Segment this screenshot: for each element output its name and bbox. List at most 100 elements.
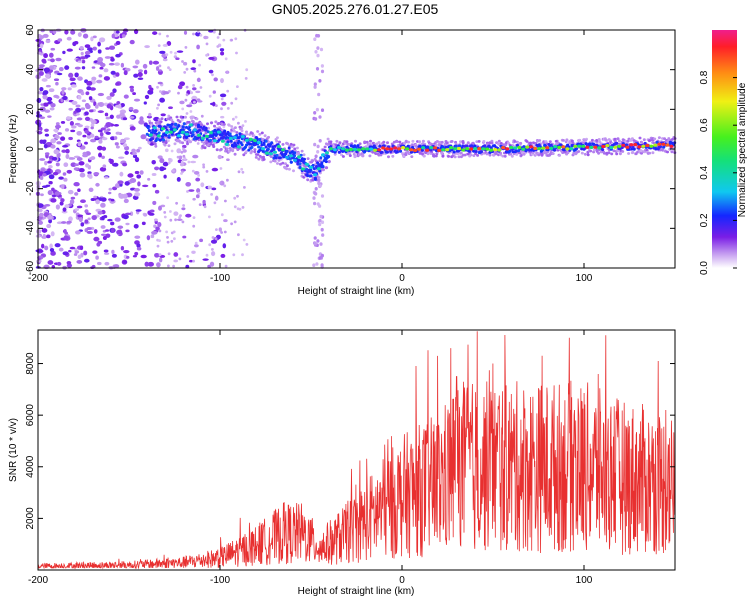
spectrogram-cell — [236, 194, 239, 198]
spectrogram-cell — [324, 160, 328, 164]
spectrogram-cell — [43, 67, 51, 73]
spectrogram-cell — [219, 48, 225, 52]
spectrogram-cell — [176, 134, 181, 138]
spectrogram-cell — [132, 254, 137, 258]
spectrogram-cell — [321, 153, 325, 157]
spectrogram-cell — [169, 210, 172, 213]
spectrogram-cell — [189, 140, 193, 144]
spectrogram-cell — [77, 254, 82, 260]
spectrogram-cell — [208, 56, 215, 60]
spectrogram-cell — [137, 146, 142, 150]
spectrogram-cell — [69, 246, 76, 250]
spectrogram-cell — [88, 96, 93, 101]
spectrogram-cell — [56, 261, 62, 266]
spectrogram-cell — [122, 143, 128, 147]
spectrogram-cell — [223, 184, 227, 188]
spectrogram-cell — [395, 150, 399, 154]
spectrogram-cell — [183, 138, 187, 142]
spectrogram-cell — [164, 126, 168, 130]
spectrogram-cell — [311, 163, 315, 167]
spectrogram-cell — [56, 141, 62, 145]
spectrogram-cell — [300, 149, 304, 153]
y-tick-label: 20 — [25, 103, 36, 115]
spectrogram-cell — [286, 142, 290, 146]
spectrogram-cell — [42, 95, 48, 100]
spectrogram-cell — [50, 138, 57, 144]
spectrogram-cell — [275, 153, 279, 157]
spectrogram-cell — [361, 147, 366, 151]
spectrogram-cell — [233, 205, 237, 209]
spectrogram-cell — [315, 67, 320, 71]
spectrogram-cell — [134, 251, 139, 256]
spectrogram-cell — [76, 117, 83, 121]
spectrogram-cell — [329, 140, 333, 144]
spectrogram-cell — [73, 181, 80, 187]
spectrogram-cell — [156, 244, 160, 248]
spectrogram-cell — [479, 150, 483, 154]
spectrogram-cell — [54, 70, 60, 74]
spectrogram-cell — [217, 138, 221, 142]
spectrogram-cell — [76, 157, 83, 161]
spectrogram-cell — [55, 204, 61, 210]
spectrogram-cell — [102, 236, 107, 240]
spectrogram-cell — [148, 133, 153, 137]
spectrogram-cell — [166, 196, 170, 200]
spectrogram-cell — [340, 144, 344, 148]
spectrogram-cell — [158, 69, 162, 72]
spectrogram-cell — [204, 131, 208, 135]
spectrogram-cell — [243, 186, 246, 189]
spectrogram-cell — [314, 50, 318, 54]
spectrogram-cell — [604, 138, 608, 142]
spectrogram-cell — [499, 142, 503, 145]
spectrogram-cell — [233, 126, 237, 129]
spectrogram-cell — [278, 156, 282, 160]
spectrogram-cell — [188, 123, 193, 127]
spectrogram-cell — [125, 212, 132, 216]
spectrogram-cell — [320, 194, 325, 198]
spectrogram-cell — [176, 148, 182, 154]
spectrogram-cell — [214, 237, 218, 241]
spectrogram-cell — [84, 111, 89, 116]
spectrogram-cell — [287, 146, 291, 150]
spectrogram-cell — [250, 132, 254, 135]
spectrogram-cell — [123, 70, 128, 76]
spectrogram-cell — [159, 50, 166, 54]
spectrogram-cell — [221, 101, 227, 106]
spectrogram-cell — [405, 147, 410, 151]
spectrogram-cell — [162, 43, 169, 47]
spectrogram-cell — [197, 191, 201, 195]
spectrogram-cell — [95, 182, 100, 187]
spectrogram-cell — [153, 218, 158, 222]
spectrogram-cell — [168, 157, 171, 161]
spectrogram-cell — [265, 151, 269, 155]
spectrogram-cell — [314, 192, 318, 196]
spectrogram-cell — [142, 184, 149, 188]
spectrogram-cell — [167, 252, 171, 256]
spectrogram-cell — [162, 161, 169, 167]
spectrogram-cell — [49, 65, 54, 70]
spectrogram-cell — [494, 151, 498, 155]
spectrogram-cell — [110, 70, 116, 75]
spectrogram-cell — [71, 125, 77, 129]
spectrogram-cell — [313, 82, 317, 86]
spectrogram-cell — [167, 134, 171, 138]
spectrogram-cell — [149, 209, 155, 213]
spectrogram-cell — [137, 181, 141, 187]
spectrogram-cell — [170, 149, 174, 153]
colorbar-tick-label: 0.4 — [699, 165, 710, 179]
spectrogram-cell — [225, 136, 229, 139]
spectrogram-cell — [658, 145, 663, 149]
spectrogram-cell — [215, 148, 219, 152]
spectrogram-cell — [264, 139, 268, 143]
spectrogram-cell — [85, 212, 92, 215]
spectrogram-cell — [92, 46, 97, 51]
spectrogram-cell — [165, 53, 169, 57]
spectrogram-cell — [493, 148, 498, 152]
spectrogram-cell — [306, 157, 310, 161]
spectrogram-cell — [86, 230, 93, 234]
spectrogram-cell — [377, 148, 382, 152]
spectrogram-cell — [37, 203, 44, 208]
spectrogram-cell — [64, 29, 69, 35]
spectrogram-cell — [67, 87, 72, 91]
